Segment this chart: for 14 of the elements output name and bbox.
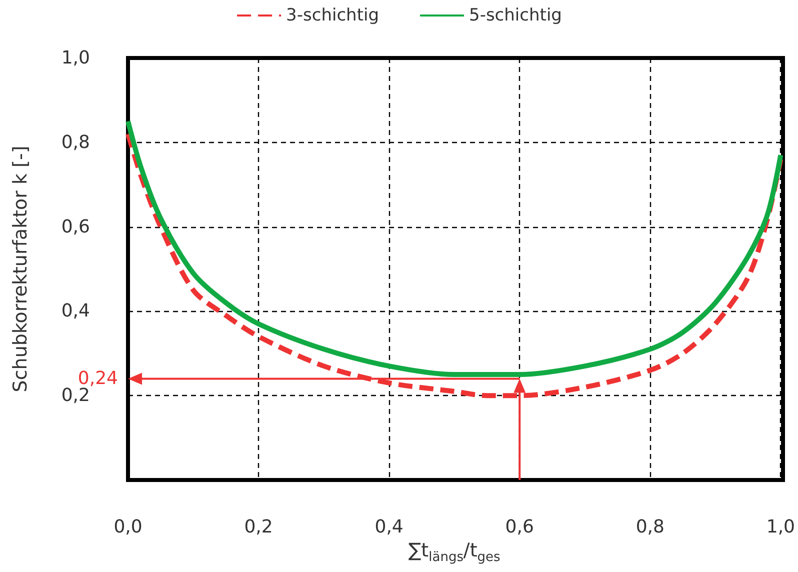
y-tick-label: 0,2 [61, 385, 90, 406]
y-tick-label: 0,6 [61, 216, 90, 238]
x-tick-label: 0,0 [114, 516, 142, 538]
x-tick-label: 0,2 [244, 516, 273, 538]
x-tick-label: 1,0 [766, 516, 796, 538]
x-tick-label: 0,4 [374, 516, 404, 538]
x-tick-label: 0,6 [505, 516, 534, 538]
y-tick-label: 0,8 [61, 132, 90, 153]
y-axis-title: Schubkorrekturfaktor k [-] [10, 146, 32, 392]
y-tick-label: 1,0 [61, 48, 90, 68]
legend-label: 3-schichtig [286, 6, 379, 26]
legend-label: 5-schichtig [469, 6, 562, 26]
x-tick-label: 0,8 [636, 516, 664, 538]
y-tick-label: 0,4 [61, 300, 90, 322]
